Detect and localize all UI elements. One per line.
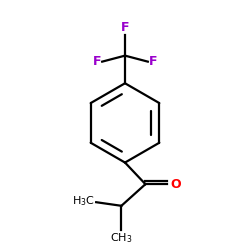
Text: F: F [149, 55, 158, 68]
Text: H$_3$C: H$_3$C [72, 194, 95, 208]
Text: F: F [92, 55, 101, 68]
Text: CH$_3$: CH$_3$ [110, 231, 133, 245]
Text: F: F [121, 22, 129, 35]
Text: O: O [170, 178, 180, 191]
